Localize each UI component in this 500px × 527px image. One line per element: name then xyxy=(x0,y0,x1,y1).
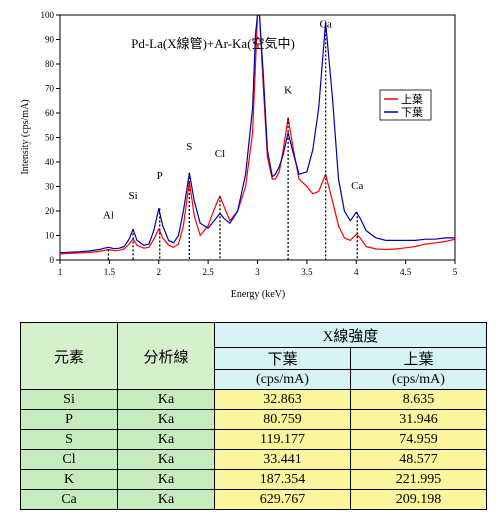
y-tick-label: 100 xyxy=(41,10,55,20)
table-row: S Ka 119.177 74.959 xyxy=(20,429,487,450)
cell-upper: 8.635 xyxy=(350,389,487,410)
header-xray-intensity: X線強度 xyxy=(214,322,487,348)
plot-area xyxy=(59,14,456,261)
x-tick-label: 4 xyxy=(354,267,359,277)
cell-element: Ca xyxy=(20,489,118,510)
legend-label-lower: 下葉 xyxy=(401,105,423,119)
header-analysis-line: 分析線 xyxy=(117,322,215,390)
y-tick-label: 20 xyxy=(45,206,55,216)
legend-box xyxy=(379,89,432,121)
cell-lower: 80.759 xyxy=(214,409,351,430)
cell-element: Si xyxy=(20,389,118,410)
chart-title: Pd-La(X線管)+Ar-Ka(空気中) xyxy=(131,36,295,51)
cell-element: K xyxy=(20,469,118,490)
cell-line: Ka xyxy=(117,409,215,430)
peak-label: Ca xyxy=(351,180,363,192)
header-lower-lobe: 下葉 xyxy=(214,347,351,370)
xray-intensity-table: 元素 分析線 X線強度 下葉 上葉 (cps/mA) (cps/mA) Si K… xyxy=(20,322,487,510)
y-tick-label: 80 xyxy=(45,59,55,69)
cell-upper: 209.198 xyxy=(350,489,487,510)
cell-line: Ka xyxy=(117,429,215,450)
cell-upper: 48.577 xyxy=(350,449,487,470)
cell-element: S xyxy=(20,429,118,450)
peak-label: P xyxy=(157,170,163,182)
cell-lower: 187.354 xyxy=(214,469,351,490)
y-tick-label: 40 xyxy=(45,157,55,167)
x-tick-label: 2.5 xyxy=(203,267,215,277)
x-tick-label: 4.5 xyxy=(400,267,412,277)
table-row: Si Ka 32.863 8.635 xyxy=(20,389,487,410)
series-line-upper-lobe xyxy=(60,15,455,255)
y-tick-label: 60 xyxy=(45,108,55,118)
x-tick-label: 1 xyxy=(58,267,63,277)
table-row: Cl Ka 33.441 48.577 xyxy=(20,449,487,470)
x-tick-label: 3 xyxy=(255,267,260,277)
cell-line: Ka xyxy=(117,489,215,510)
cell-lower: 629.767 xyxy=(214,489,351,510)
unit-lower-lobe: (cps/mA) xyxy=(214,369,351,390)
peak-label: Cl xyxy=(215,148,225,160)
peak-label: Ca xyxy=(320,18,332,30)
cell-upper: 221.995 xyxy=(350,469,487,490)
peak-label: K xyxy=(284,84,292,96)
peak-label: Si xyxy=(128,190,137,202)
peak-label: S xyxy=(186,141,192,153)
y-tick-label: 70 xyxy=(45,84,55,94)
y-tick-label: 90 xyxy=(45,35,55,45)
table-row: P Ka 80.759 31.946 xyxy=(20,409,487,430)
cell-lower: 32.863 xyxy=(214,389,351,410)
cell-upper: 31.946 xyxy=(350,409,487,430)
y-tick-label: 30 xyxy=(45,182,55,192)
cell-element: Cl xyxy=(20,449,118,470)
header-element: 元素 xyxy=(20,322,118,390)
y-axis: 0 10 20 30 40 50 60 70 80 90 100 xyxy=(41,10,60,265)
y-tick-label: 10 xyxy=(45,231,55,241)
x-tick-label: 1.5 xyxy=(104,267,116,277)
cell-line: Ka xyxy=(117,449,215,470)
peak-labels: Al Si P S Cl K Ca Ca xyxy=(103,18,363,260)
y-axis-label: Intensity (cps/mA) xyxy=(20,99,31,174)
y-tick-label: 50 xyxy=(45,133,55,143)
cell-lower: 119.177 xyxy=(214,429,351,450)
x-tick-label: 5 xyxy=(453,267,458,277)
cell-line: Ka xyxy=(117,389,215,410)
xrf-spectrum-chart: 0 10 20 30 40 50 60 70 80 90 100 1 1.5 2 2.5 3 3.5 4 4.5 5… xyxy=(20,10,458,300)
cell-element: P xyxy=(20,409,118,430)
y-tick-label: 0 xyxy=(50,255,55,265)
header-upper-lobe: 上葉 xyxy=(350,347,487,370)
cell-line: Ka xyxy=(117,469,215,490)
unit-upper-lobe: (cps/mA) xyxy=(350,369,487,390)
table-row: Ca Ka 629.767 209.198 xyxy=(20,489,487,510)
x-tick-label: 3.5 xyxy=(301,267,313,277)
x-axis-label: Energy (keV) xyxy=(231,289,286,300)
cell-upper: 74.959 xyxy=(350,429,487,450)
peak-label: Al xyxy=(103,209,114,221)
legend-label-upper: 上葉 xyxy=(401,92,423,106)
x-axis: 1 1.5 2 2.5 3 3.5 4 4.5 5 xyxy=(58,260,458,277)
x-tick-label: 2 xyxy=(157,267,162,277)
legend: 上葉 下葉 xyxy=(379,89,432,121)
table-row: K Ka 187.354 221.995 xyxy=(20,469,487,490)
cell-lower: 33.441 xyxy=(214,449,351,470)
